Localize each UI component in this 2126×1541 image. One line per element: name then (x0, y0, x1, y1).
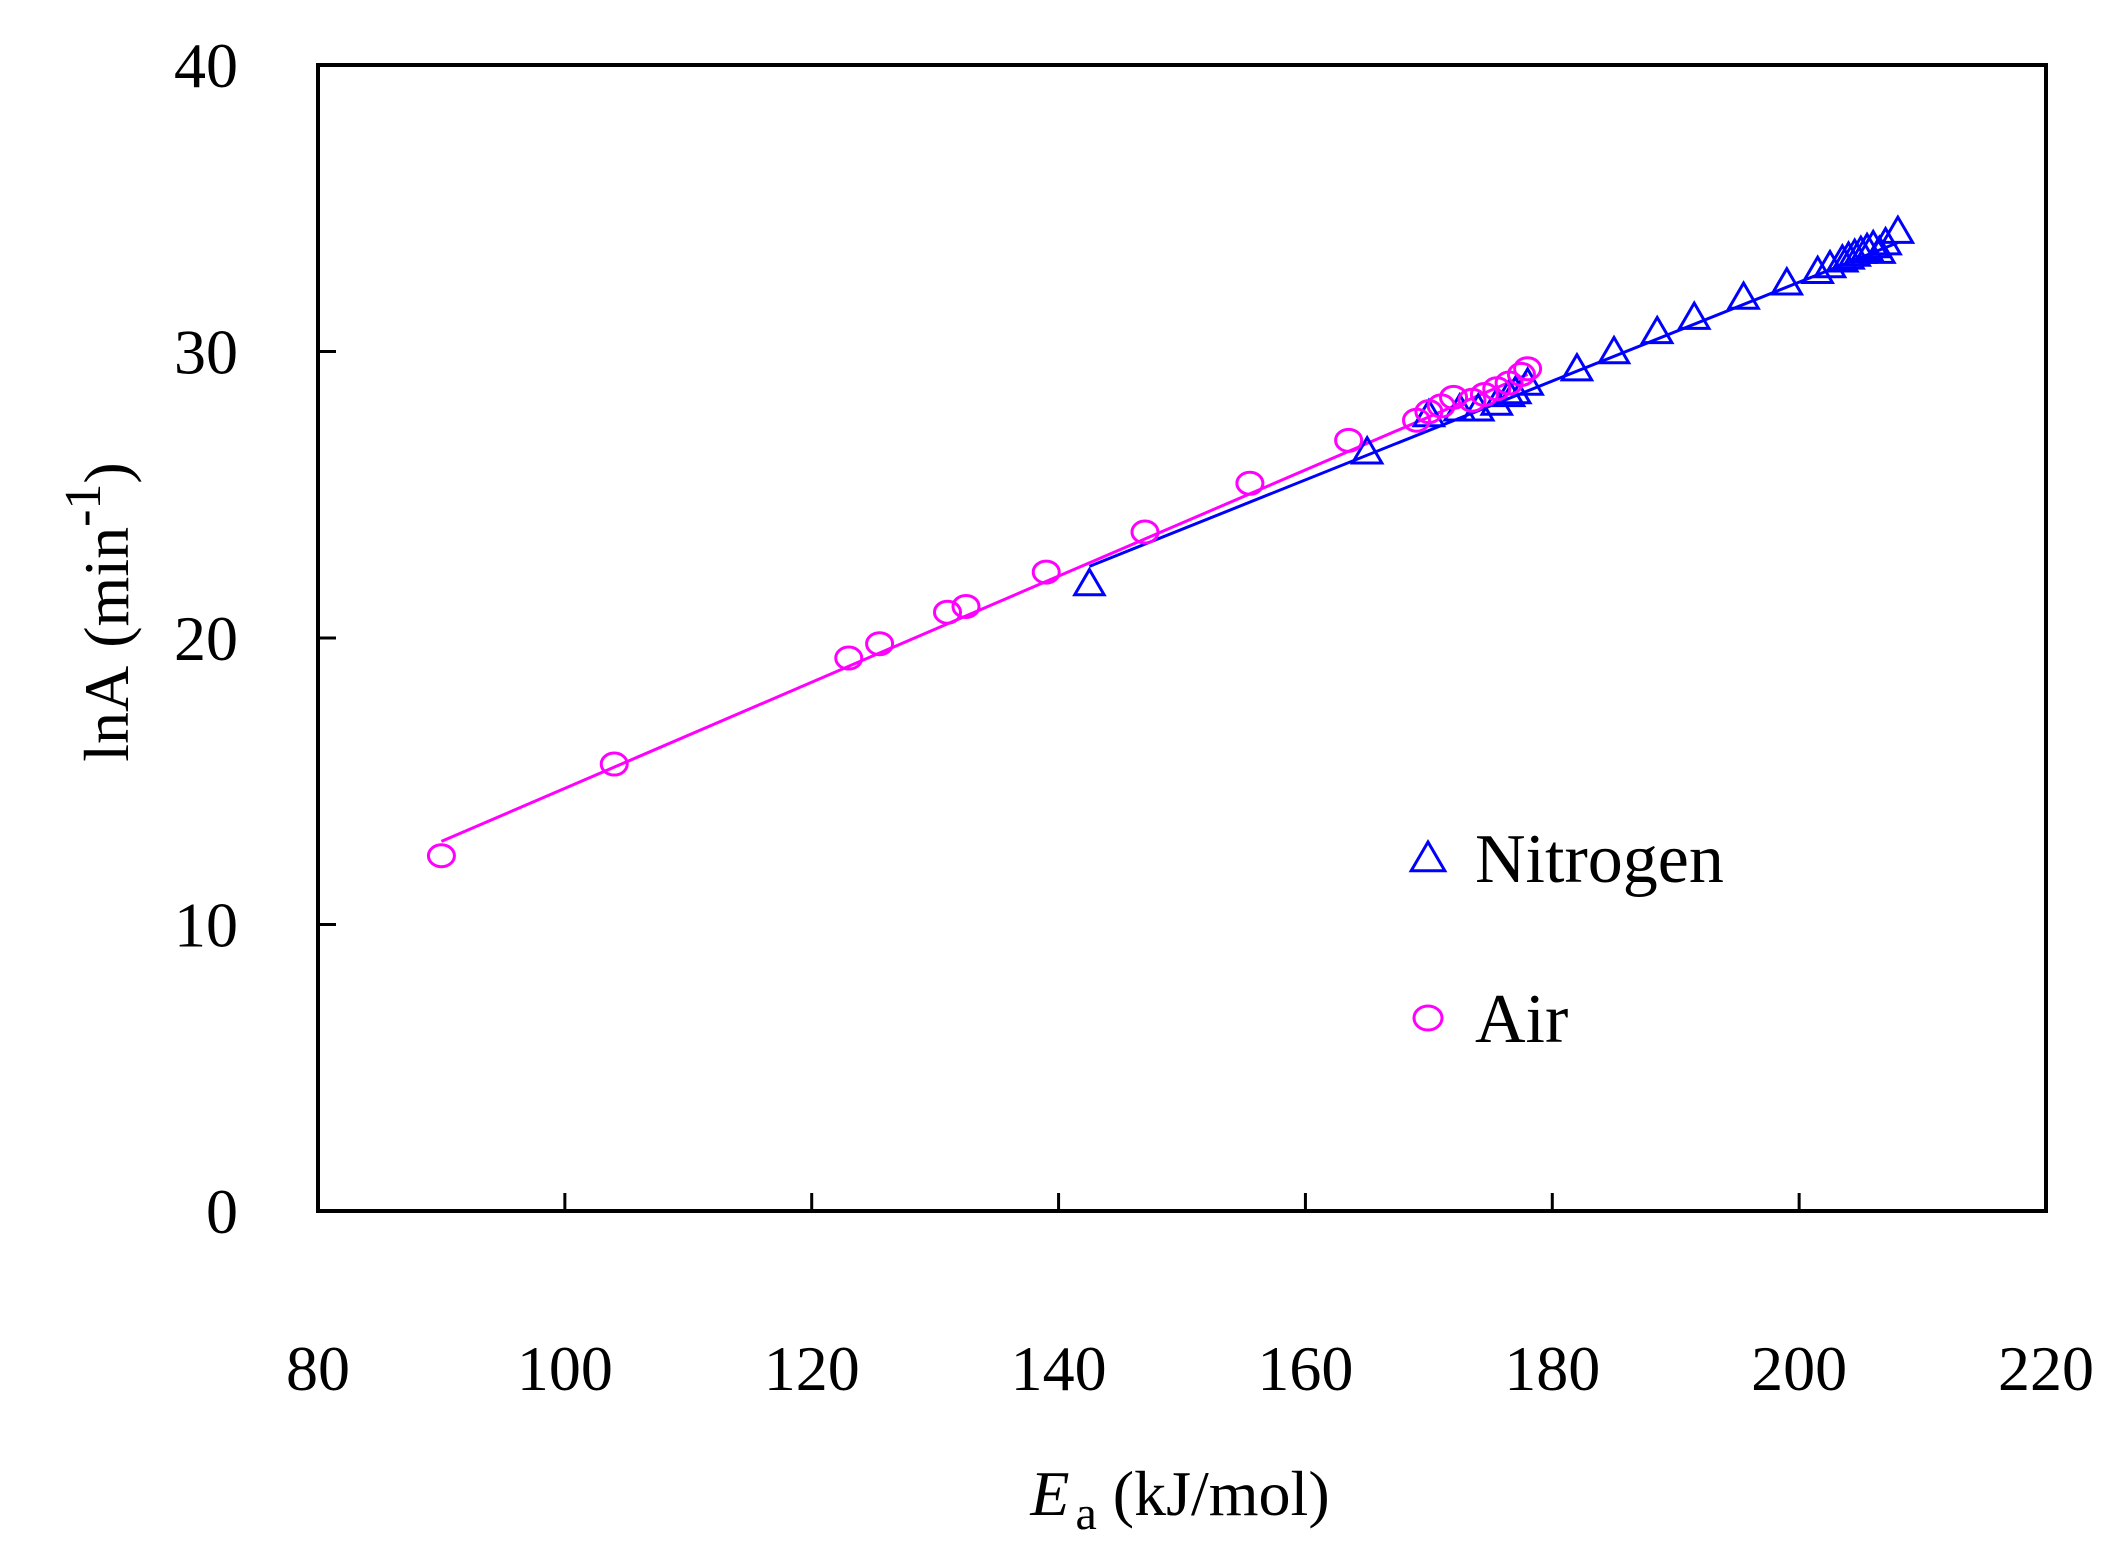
x-tick-label: 200 (1751, 1333, 1847, 1404)
x-tick-label: 160 (1257, 1333, 1353, 1404)
x-tick-label: 120 (764, 1333, 860, 1404)
y-axis-title: lnA (min-1) (55, 462, 142, 762)
nitrogen-point (1639, 314, 1675, 345)
air-point (932, 599, 962, 625)
legend-item-nitrogen: Nitrogen (1408, 821, 1724, 898)
x-tick-label: 80 (286, 1333, 350, 1404)
air-point (951, 593, 981, 619)
x-axis-symbol: E (1029, 1458, 1069, 1529)
nitrogen-point (1769, 265, 1805, 296)
x-tick-label: 100 (517, 1333, 613, 1404)
nitrogen-point (1843, 234, 1879, 264)
x-axis-ticks: 80 100 120 140 160 180 200 220 (286, 1193, 2094, 1404)
nitrogen-point (1596, 334, 1632, 365)
legend-label-air: Air (1475, 981, 1568, 1058)
air-point (1235, 470, 1265, 496)
x-axis-unit: (kJ/mol) (1113, 1458, 1330, 1529)
nitrogen-point (1855, 228, 1891, 259)
y-tick-label: 10 (174, 890, 238, 961)
nitrogen-point (1497, 374, 1533, 405)
air-point (1334, 427, 1364, 453)
air-point (1031, 559, 1061, 585)
nitrogen-point (1880, 214, 1916, 244)
nitrogen-point (1510, 366, 1545, 396)
legend-circle-marker (1412, 1004, 1444, 1032)
data-markers (426, 214, 1916, 869)
y-axis-text: lnA (71, 666, 142, 762)
y-tick-label: 20 (174, 603, 238, 674)
nitrogen-point (1349, 434, 1385, 465)
legend-triangle-marker (1408, 839, 1448, 873)
x-tick-label: 220 (1998, 1333, 2094, 1404)
fit-lines (440, 241, 1899, 843)
nitrogen-point (1072, 566, 1107, 597)
air-point (834, 645, 864, 671)
nitrogen-point (1726, 280, 1761, 310)
nitrogen-point (1559, 351, 1595, 382)
x-tick-label: 140 (1011, 1333, 1107, 1404)
y-tick-label: 40 (174, 30, 238, 101)
air-point (865, 631, 895, 657)
y-axis-ticks: 0 10 20 30 40 (174, 30, 336, 1247)
y-tick-label: 30 (174, 317, 238, 388)
air-point (426, 843, 456, 869)
x-axis-subscript: a (1075, 1487, 1096, 1540)
nitrogen-point (1800, 254, 1835, 284)
plot-area-frame (316, 63, 2048, 1213)
y-tick-label: 0 (206, 1176, 238, 1247)
legend-label-nitrogen: Nitrogen (1475, 821, 1724, 898)
air-point (1513, 356, 1543, 382)
nitrogen-point (1676, 300, 1712, 330)
air-point (1506, 361, 1536, 387)
legend-item-air: Air (1412, 981, 1568, 1058)
air-point (1130, 519, 1160, 545)
legend: Nitrogen Air (1408, 821, 1724, 1058)
air-point (1439, 384, 1469, 410)
air-point (599, 751, 629, 777)
y-axis-unit-open: (min (71, 527, 142, 648)
x-tick-label: 180 (1504, 1333, 1600, 1404)
y-axis-unit-sup: -1 (55, 484, 112, 527)
y-axis-unit-close: ) (71, 462, 142, 483)
